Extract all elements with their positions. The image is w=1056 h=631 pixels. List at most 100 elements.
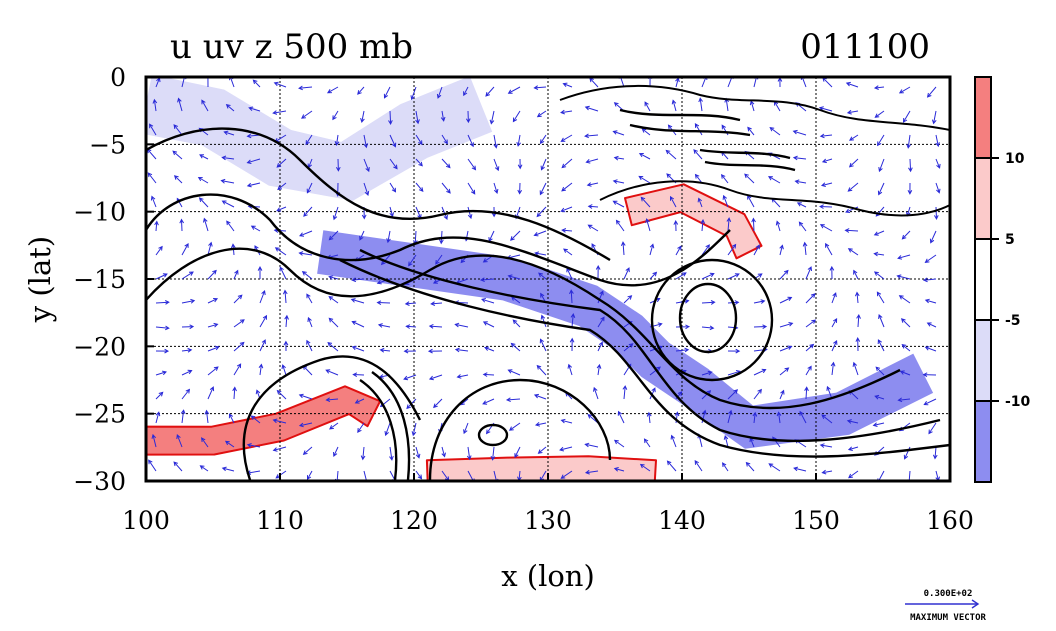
wind-vector [389,206,394,218]
wind-vector [154,220,159,232]
x-axis-label: x (lon) [501,559,595,593]
wind-vector [327,342,339,352]
wind-vector [410,86,417,101]
wind-vector [722,462,729,472]
wind-vector [388,110,393,125]
wind-vector [205,77,211,88]
wind-vector [482,372,495,377]
wind-vector [697,197,703,208]
wind-vector [479,277,495,283]
wind-vector [829,265,835,280]
wind-vector [753,244,760,256]
wind-vector [847,248,859,256]
wind-vector [796,202,807,208]
wind-vector [587,224,599,232]
wind-vector [901,230,911,240]
wind-vector [675,347,690,353]
x-axis-ticks: 100 110 120 130 140 150 160 [122,473,974,535]
wind-vector [613,439,625,448]
y-axis-ticks: 0 −5 −10 −15 −20 −25 −30 [73,63,154,496]
wind-vector [441,158,451,169]
wind-vector [428,374,443,381]
x-tick-label: 150 [792,506,840,535]
wind-vector [284,314,289,328]
wind-vector [852,361,859,376]
wind-vector [272,418,287,424]
wind-vector [428,323,443,329]
wind-vector [298,251,313,256]
wind-vector [147,172,157,184]
colorbar-segment [974,76,992,159]
wind-vector [357,422,365,433]
wind-vector [753,299,766,304]
wind-vector [233,269,239,280]
wind-vector [150,195,157,208]
wind-vector [779,269,789,280]
wind-vector [569,289,574,304]
wind-vector [273,81,287,88]
wind-vector [276,389,287,400]
wind-vector [805,266,812,280]
wind-vector [794,179,807,185]
wind-vector [649,243,655,256]
wind-vector [853,269,859,280]
wind-vector [332,206,339,221]
wind-vector [745,461,755,472]
wind-vector [539,182,547,196]
wind-vector [923,398,937,406]
shaded-region [146,77,493,201]
wind-vector [666,460,677,472]
wind-vector [226,220,235,232]
wind-vector [181,271,194,280]
shaded-region [425,455,657,481]
wind-vector [354,398,365,404]
wind-vector [197,176,209,184]
wind-vector [831,339,838,352]
wind-vector [584,469,599,475]
wind-vector [819,443,833,448]
wind-vector [821,414,833,424]
wind-vector [804,386,809,400]
colorbar-segment [974,157,992,240]
wind-vector [303,206,313,217]
wind-vector [363,182,370,196]
wind-vector [329,422,339,430]
wind-vector [924,254,937,264]
wind-vector [482,321,495,328]
wind-vector [328,317,339,328]
wind-vector [563,248,573,256]
wind-vector [768,176,781,184]
wind-vector [874,394,885,400]
wind-vector [352,372,365,378]
wind-vector [259,314,268,328]
wind-vector [516,134,521,147]
wind-vector [155,348,170,354]
wind-vector [612,179,625,184]
wind-vector [849,134,859,141]
wind-vector [325,397,339,403]
wind-vector [380,254,391,266]
wind-vector [384,422,391,437]
wind-vector [177,97,183,112]
wind-vector [276,158,287,168]
wind-vector [283,340,289,352]
wind-vector [855,337,861,352]
wind-vector [561,158,573,169]
wind-vector [360,446,366,461]
wind-vector [878,158,885,173]
wind-vector [727,348,741,354]
wind-vector [490,446,496,461]
wind-vector [613,155,625,161]
wind-vector [233,319,245,328]
wind-vector [334,134,340,147]
wind-vector [534,422,547,427]
wind-vector [351,345,365,352]
z-contour [242,355,422,481]
wind-vector [673,220,679,232]
wind-vector [351,320,365,328]
wind-vector [694,460,703,472]
wind-vector [831,317,838,328]
wind-vector [831,292,837,304]
wind-vector [560,418,573,424]
wind-vector [536,110,547,118]
